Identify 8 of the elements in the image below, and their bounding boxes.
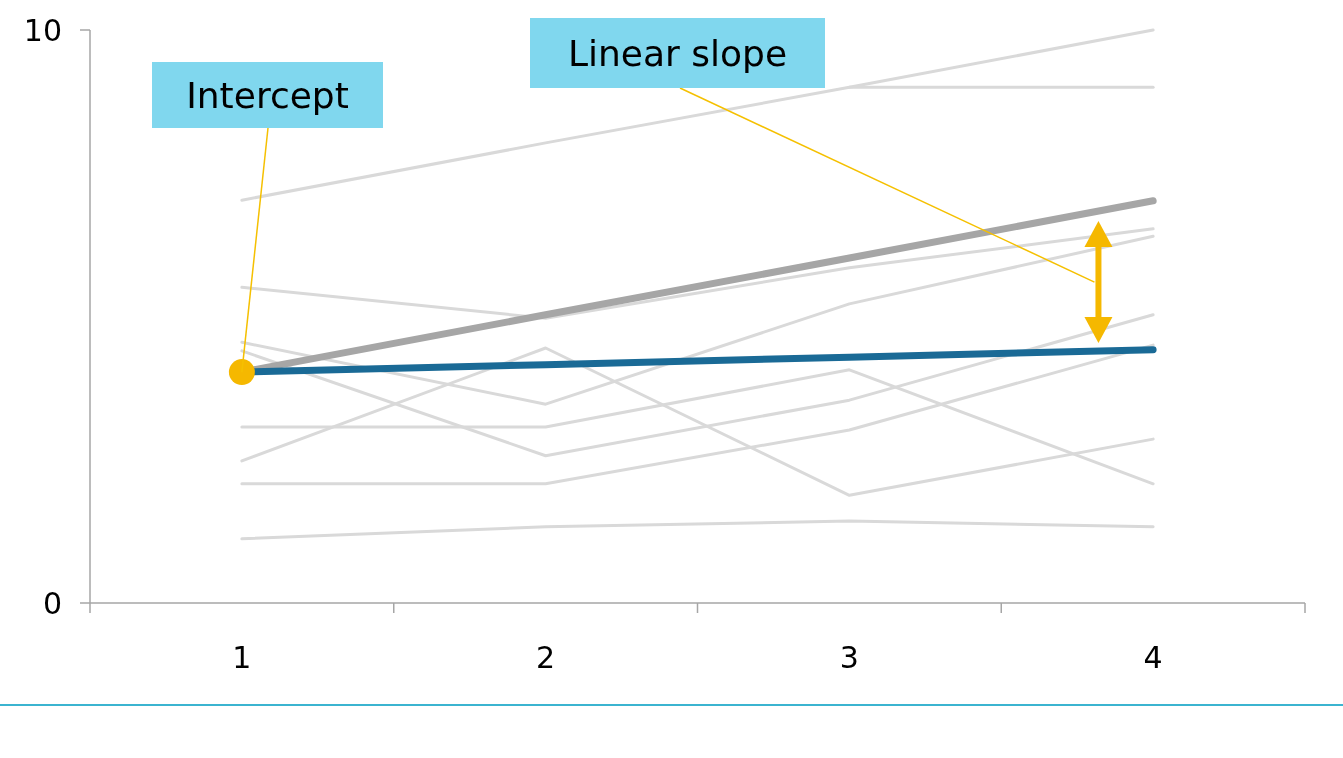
y-tick-label: 10 xyxy=(23,12,62,48)
x-tick-label: 2 xyxy=(536,640,556,675)
x-tick-label: 3 xyxy=(839,640,859,675)
y-tick-label: 0 xyxy=(42,585,62,621)
annotation: Linear slope xyxy=(567,32,788,74)
x-tick-label: 1 xyxy=(232,640,252,675)
annotation: Intercept xyxy=(186,74,349,116)
x-tick-label: 4 xyxy=(1143,640,1163,675)
